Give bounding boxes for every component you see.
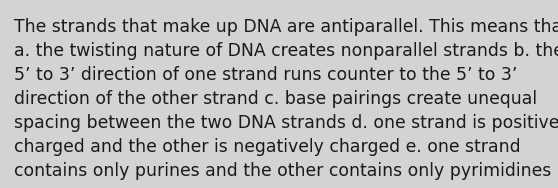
- Text: contains only purines and the other contains only pyrimidines: contains only purines and the other cont…: [14, 162, 551, 180]
- Text: direction of the other strand c. base pairings create unequal: direction of the other strand c. base pa…: [14, 90, 537, 108]
- Text: charged and the other is negatively charged e. one strand: charged and the other is negatively char…: [14, 138, 521, 156]
- Text: The strands that make up DNA are antiparallel. This means that: The strands that make up DNA are antipar…: [14, 18, 558, 36]
- Text: 5’ to 3’ direction of one strand runs counter to the 5’ to 3’: 5’ to 3’ direction of one strand runs co…: [14, 66, 517, 84]
- Text: spacing between the two DNA strands d. one strand is positively: spacing between the two DNA strands d. o…: [14, 114, 558, 132]
- Text: a. the twisting nature of DNA creates nonparallel strands b. the: a. the twisting nature of DNA creates no…: [14, 42, 558, 60]
